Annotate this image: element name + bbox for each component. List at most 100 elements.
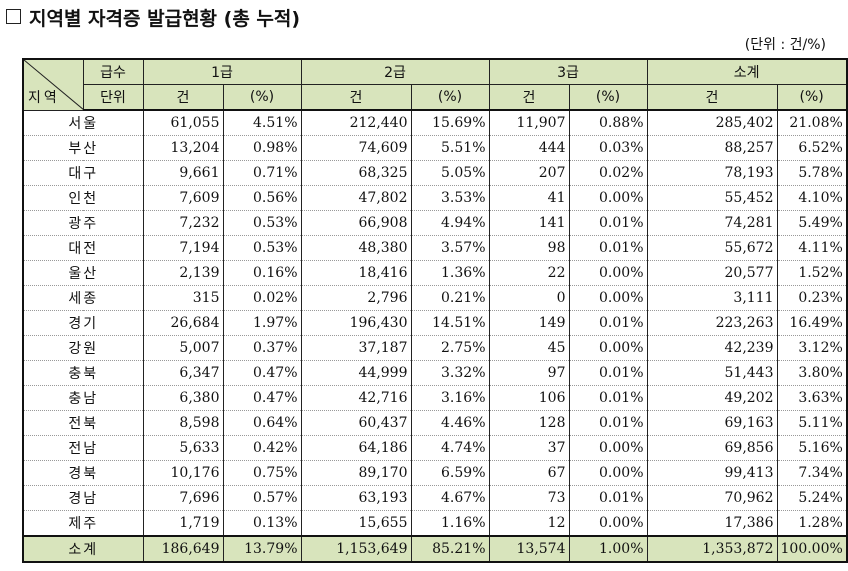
cell-pct-total: 4.11% bbox=[776, 235, 848, 261]
cell-pct-1: 0.16% bbox=[222, 260, 302, 286]
cell-count-1: 9,661 bbox=[142, 160, 224, 186]
table-footer: 소계 186,649 13.79% 1,153,649 85.21% 13,57… bbox=[22, 535, 848, 563]
cell-pct-total: 3.63% bbox=[776, 385, 848, 411]
cell-count-2: 74,609 bbox=[300, 135, 412, 161]
cell-count-1: 26,684 bbox=[142, 310, 224, 336]
table-row: 울산 2,139 0.16% 18,416 1.36% 22 0.00% 20,577 1.52… bbox=[22, 260, 848, 286]
pct-header: (%) bbox=[410, 84, 490, 111]
group-header: 소계 bbox=[646, 58, 848, 85]
region-name: 충남 bbox=[22, 385, 144, 411]
cell-count-1: 6,347 bbox=[142, 360, 224, 386]
cell-count-3: 149 bbox=[488, 310, 570, 336]
table-row: 세종 315 0.02% 2,796 0.21% 0 0.00% 3,111 0.23% bbox=[22, 285, 848, 311]
cell-count-total: 17,386 bbox=[646, 510, 778, 537]
cell-count-2: 63,193 bbox=[300, 485, 412, 511]
table-row: 서울 61,055 4.51% 212,440 15.69% 11,907 0.88% 285… bbox=[22, 109, 848, 136]
cell-count-2: 44,999 bbox=[300, 360, 412, 386]
cell-pct-3: 0.01% bbox=[568, 210, 648, 236]
region-name: 경남 bbox=[22, 485, 144, 511]
cell-count-3: 12 bbox=[488, 510, 570, 537]
pct-header: (%) bbox=[776, 84, 848, 111]
cell-pct-total: 5.24% bbox=[776, 485, 848, 511]
cell-count-2: 66,908 bbox=[300, 210, 412, 236]
cell-count-total: 285,402 bbox=[646, 109, 778, 136]
table-row: 경남 7,696 0.57% 63,193 4.67% 73 0.01% 70,962 5.24… bbox=[22, 485, 848, 511]
cell-count-1: 5,633 bbox=[142, 435, 224, 461]
cell-pct-total: 7.34% bbox=[776, 460, 848, 486]
cell-count-3: 67 bbox=[488, 460, 570, 486]
cell-count-1: 61,055 bbox=[142, 109, 224, 136]
cell-pct-3: 0.01% bbox=[568, 485, 648, 511]
cell-count-3: 207 bbox=[488, 160, 570, 186]
cell-count-2: 1,153,649 bbox=[300, 535, 412, 563]
region-name: 경북 bbox=[22, 460, 144, 486]
cell-pct-3: 0.00% bbox=[568, 285, 648, 311]
cell-pct-3: 0.01% bbox=[568, 385, 648, 411]
cell-count-2: 18,416 bbox=[300, 260, 412, 286]
cell-count-total: 51,443 bbox=[646, 360, 778, 386]
cell-pct-2: 1.16% bbox=[410, 510, 490, 537]
grade-header-label: 급수 bbox=[82, 58, 144, 85]
cell-count-3: 141 bbox=[488, 210, 570, 236]
cell-pct-1: 13.79% bbox=[222, 535, 302, 563]
cell-pct-3: 0.01% bbox=[568, 235, 648, 261]
cell-count-3: 0 bbox=[488, 285, 570, 311]
table-row: 충남 6,380 0.47% 42,716 3.16% 106 0.01% 49,202 3.6… bbox=[22, 385, 848, 411]
total-label: 소계 bbox=[22, 535, 144, 563]
cell-count-total: 223,263 bbox=[646, 310, 778, 336]
cell-count-total: 55,672 bbox=[646, 235, 778, 261]
cell-count-2: 48,380 bbox=[300, 235, 412, 261]
unit-note: (단위 : 건/%) bbox=[744, 37, 826, 53]
cell-pct-3: 0.00% bbox=[568, 185, 648, 211]
cell-count-1: 6,380 bbox=[142, 385, 224, 411]
cell-pct-2: 5.51% bbox=[410, 135, 490, 161]
table-body: 서울 61,055 4.51% 212,440 15.69% 11,907 0.88% 285… bbox=[22, 109, 848, 537]
cell-pct-1: 0.98% bbox=[222, 135, 302, 161]
cell-count-total: 88,257 bbox=[646, 135, 778, 161]
cell-pct-total: 21.08% bbox=[776, 109, 848, 136]
cell-pct-total: 3.12% bbox=[776, 335, 848, 361]
cell-pct-1: 0.47% bbox=[222, 360, 302, 386]
table-row: 강원 5,007 0.37% 37,187 2.75% 45 0.00% 42,239 3.12… bbox=[22, 335, 848, 361]
region-name: 대구 bbox=[22, 160, 144, 186]
cell-pct-total: 1.52% bbox=[776, 260, 848, 286]
cell-pct-1: 1.97% bbox=[222, 310, 302, 336]
cell-pct-3: 0.03% bbox=[568, 135, 648, 161]
region-name: 충북 bbox=[22, 360, 144, 386]
cell-pct-2: 1.36% bbox=[410, 260, 490, 286]
cell-count-3: 11,907 bbox=[488, 109, 570, 136]
cell-pct-3: 0.88% bbox=[568, 109, 648, 136]
count-header: 건 bbox=[300, 84, 412, 111]
cell-pct-3: 0.00% bbox=[568, 335, 648, 361]
cell-count-1: 2,139 bbox=[142, 260, 224, 286]
cell-pct-3: 1.00% bbox=[568, 535, 648, 563]
cell-count-3: 13,574 bbox=[488, 535, 570, 563]
cell-count-1: 7,609 bbox=[142, 185, 224, 211]
region-name: 인천 bbox=[22, 185, 144, 211]
cell-count-total: 20,577 bbox=[646, 260, 778, 286]
region-name: 울산 bbox=[22, 260, 144, 286]
cell-pct-3: 0.01% bbox=[568, 310, 648, 336]
cell-count-3: 97 bbox=[488, 360, 570, 386]
cell-count-2: 68,325 bbox=[300, 160, 412, 186]
cell-pct-1: 0.37% bbox=[222, 335, 302, 361]
pct-header: (%) bbox=[568, 84, 648, 111]
cell-pct-1: 0.71% bbox=[222, 160, 302, 186]
cell-count-2: 15,655 bbox=[300, 510, 412, 537]
table-row: 광주 7,232 0.53% 66,908 4.94% 141 0.01% 74,281 5.4… bbox=[22, 210, 848, 236]
cell-count-2: 60,437 bbox=[300, 410, 412, 436]
cell-pct-total: 4.10% bbox=[776, 185, 848, 211]
cell-pct-2: 3.16% bbox=[410, 385, 490, 411]
cell-pct-2: 4.67% bbox=[410, 485, 490, 511]
cell-pct-2: 6.59% bbox=[410, 460, 490, 486]
cell-count-3: 73 bbox=[488, 485, 570, 511]
issuance-table: 지역 급수 1급 2급 3급 소계 단위 건 (%) 건 (%) 건 (%) 건… bbox=[22, 58, 848, 563]
region-name: 전남 bbox=[22, 435, 144, 461]
cell-pct-1: 0.53% bbox=[222, 235, 302, 261]
cell-count-1: 13,204 bbox=[142, 135, 224, 161]
pct-header: (%) bbox=[222, 84, 302, 111]
cell-pct-2: 0.21% bbox=[410, 285, 490, 311]
cell-pct-total: 100.00% bbox=[776, 535, 848, 563]
cell-pct-3: 0.01% bbox=[568, 360, 648, 386]
cell-pct-3: 0.02% bbox=[568, 160, 648, 186]
